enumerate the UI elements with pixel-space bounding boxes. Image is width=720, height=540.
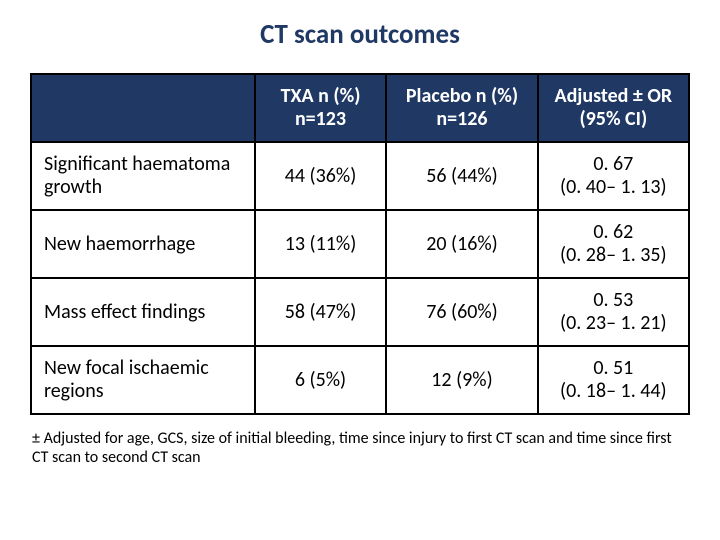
row-placebo: 56 (44%) bbox=[386, 142, 537, 210]
slide: CT scan outcomes TXA n (%) n=123 Placebo… bbox=[0, 0, 720, 540]
row-or: 0. 51 (0. 18– 1. 44) bbox=[538, 346, 689, 414]
header-or: Adjusted ± OR (95% CI) bbox=[538, 74, 689, 142]
or-ci: (0. 40– 1. 13) bbox=[545, 176, 682, 199]
row-label: Mass effect findings bbox=[31, 278, 255, 346]
table-row: Mass effect findings 58 (47%) 76 (60%) 0… bbox=[31, 278, 689, 346]
row-placebo: 20 (16%) bbox=[386, 210, 537, 278]
header-txa-line1: TXA n (%) bbox=[262, 85, 380, 108]
row-txa: 44 (36%) bbox=[255, 142, 387, 210]
table-row: Significant haematoma growth 44 (36%) 56… bbox=[31, 142, 689, 210]
footnote: ± Adjusted for age, GCS, size of initial… bbox=[30, 429, 690, 467]
header-txa: TXA n (%) n=123 bbox=[255, 74, 387, 142]
row-or: 0. 62 (0. 28– 1. 35) bbox=[538, 210, 689, 278]
or-ci: (0. 28– 1. 35) bbox=[545, 244, 682, 267]
header-placebo-line1: Placebo n (%) bbox=[393, 85, 530, 108]
header-or-line1: Adjusted ± OR bbox=[545, 85, 682, 108]
or-point: 0. 62 bbox=[545, 221, 682, 244]
or-point: 0. 53 bbox=[545, 289, 682, 312]
row-label: New focal ischaemic regions bbox=[31, 346, 255, 414]
header-placebo-line2: n=126 bbox=[393, 108, 530, 131]
outcomes-table: TXA n (%) n=123 Placebo n (%) n=126 Adju… bbox=[30, 73, 690, 415]
header-row: TXA n (%) n=123 Placebo n (%) n=126 Adju… bbox=[31, 74, 689, 142]
table-header: TXA n (%) n=123 Placebo n (%) n=126 Adju… bbox=[31, 74, 689, 142]
header-or-line2: (95% CI) bbox=[545, 108, 682, 131]
header-blank bbox=[31, 74, 255, 142]
row-label: New haemorrhage bbox=[31, 210, 255, 278]
header-txa-line2: n=123 bbox=[262, 108, 380, 131]
row-label: Significant haematoma growth bbox=[31, 142, 255, 210]
table-row: New focal ischaemic regions 6 (5%) 12 (9… bbox=[31, 346, 689, 414]
table-body: Significant haematoma growth 44 (36%) 56… bbox=[31, 142, 689, 414]
table-row: New haemorrhage 13 (11%) 20 (16%) 0. 62 … bbox=[31, 210, 689, 278]
row-or: 0. 67 (0. 40– 1. 13) bbox=[538, 142, 689, 210]
row-or: 0. 53 (0. 23– 1. 21) bbox=[538, 278, 689, 346]
row-txa: 58 (47%) bbox=[255, 278, 387, 346]
slide-title: CT scan outcomes bbox=[30, 18, 690, 51]
row-txa: 6 (5%) bbox=[255, 346, 387, 414]
row-placebo: 76 (60%) bbox=[386, 278, 537, 346]
header-placebo: Placebo n (%) n=126 bbox=[386, 74, 537, 142]
or-ci: (0. 23– 1. 21) bbox=[545, 312, 682, 335]
or-point: 0. 67 bbox=[545, 153, 682, 176]
or-point: 0. 51 bbox=[545, 357, 682, 380]
row-txa: 13 (11%) bbox=[255, 210, 387, 278]
or-ci: (0. 18– 1. 44) bbox=[545, 380, 682, 403]
row-placebo: 12 (9%) bbox=[386, 346, 537, 414]
